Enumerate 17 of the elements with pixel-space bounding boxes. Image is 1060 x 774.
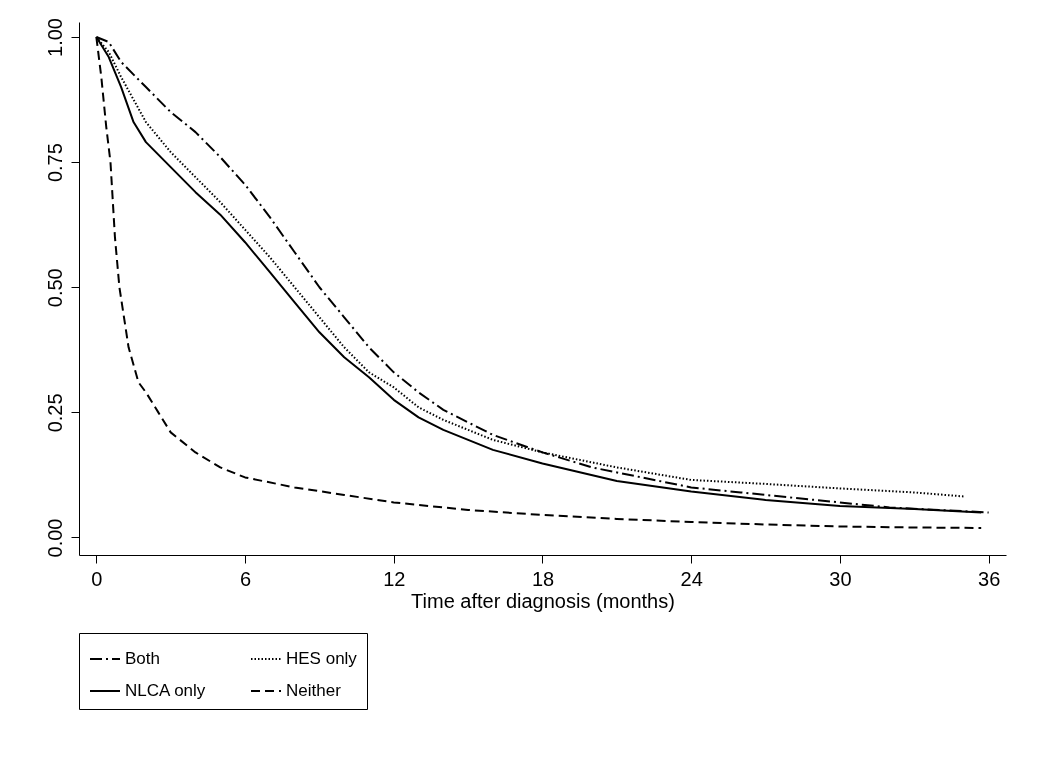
legend-label: Both	[125, 649, 160, 668]
x-tick-label: 24	[680, 567, 703, 590]
x-tick-label: 30	[829, 567, 852, 590]
x-tick-label: 6	[240, 567, 252, 590]
y-tick-label: 0.25	[43, 393, 66, 433]
y-tick-label: 0.75	[43, 143, 66, 183]
x-tick-label: 18	[531, 567, 555, 590]
legend-label: Neither	[286, 681, 342, 700]
legend-label: HES only	[286, 649, 358, 668]
y-tick-label: 1.00	[43, 18, 66, 57]
x-tick-label: 12	[383, 567, 406, 590]
y-tick-label: 0.00	[43, 518, 66, 558]
x-tick-label: 36	[978, 567, 1001, 590]
legend-label: NLCA only	[125, 681, 206, 700]
x-axis-title: Time after diagnosis (months)	[411, 589, 675, 612]
y-tick-label: 0.50	[43, 268, 66, 308]
x-tick-label: 0	[91, 567, 103, 590]
